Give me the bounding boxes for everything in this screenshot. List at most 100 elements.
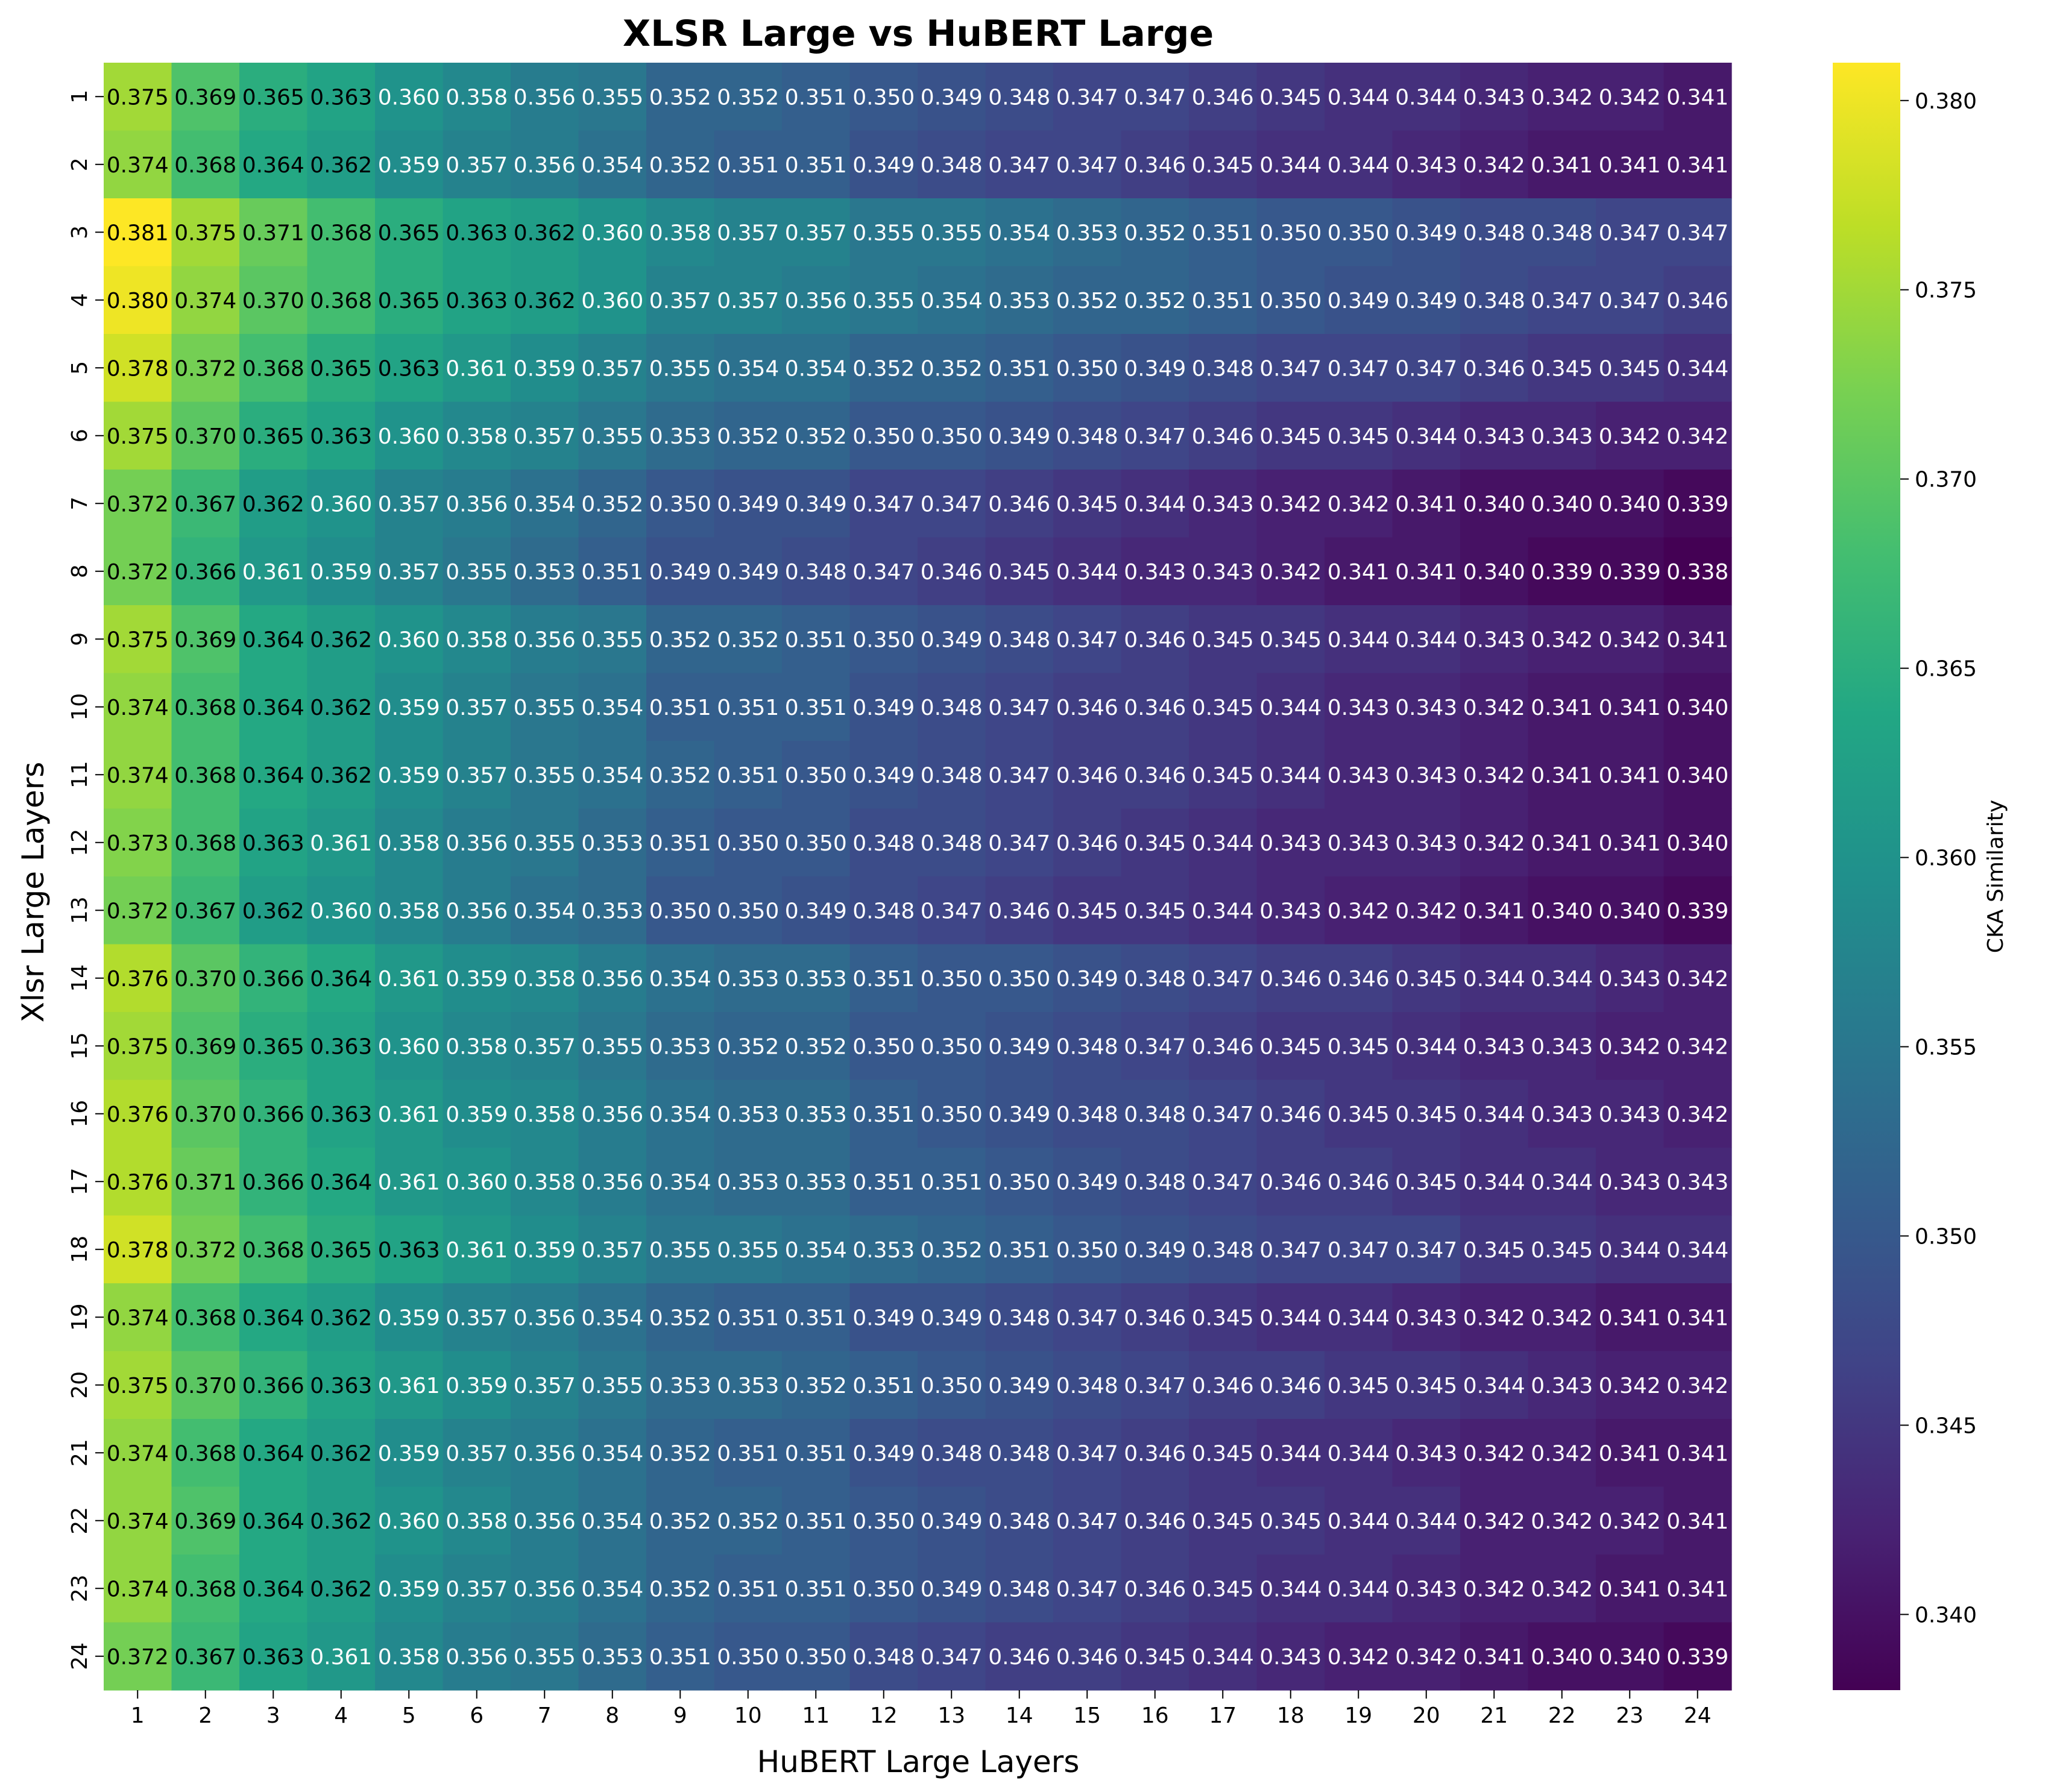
heatmap-cell-label: 0.344 [1666, 1238, 1728, 1263]
heatmap-cell [375, 1148, 444, 1216]
heatmap-cell-label: 0.376 [107, 967, 169, 992]
heatmap-cell-label: 0.353 [581, 1645, 643, 1670]
heatmap-cell [171, 1148, 240, 1216]
heatmap-cell-label: 0.352 [649, 763, 711, 788]
heatmap-cell [511, 334, 579, 403]
heatmap-cell-label: 0.344 [1259, 1577, 1322, 1602]
colorbar-tick-label: 0.350 [1915, 1225, 1977, 1250]
heatmap-cell-label: 0.351 [852, 967, 915, 992]
heatmap-cell [714, 198, 783, 267]
heatmap-cell-label: 0.350 [921, 967, 983, 992]
heatmap-cell-label: 0.353 [785, 967, 847, 992]
heatmap-cell-label: 0.358 [378, 1645, 440, 1670]
heatmap-cell [1460, 470, 1529, 538]
y-tick-label: 22 [68, 1507, 92, 1535]
heatmap-cell-label: 0.348 [785, 560, 847, 585]
heatmap-cell [985, 673, 1054, 741]
heatmap-cell [239, 334, 308, 403]
heatmap-cell [1256, 1351, 1325, 1419]
heatmap-cell-label: 0.344 [1395, 627, 1457, 652]
heatmap-cell-label: 0.351 [921, 1170, 983, 1195]
heatmap-cell [1189, 1419, 1258, 1488]
heatmap-cell-label: 0.357 [446, 763, 508, 788]
heatmap-cell-label: 0.374 [107, 1306, 169, 1330]
heatmap-cell [646, 1486, 715, 1555]
heatmap-cell-label: 0.341 [1666, 1441, 1728, 1466]
heatmap-cell-label: 0.372 [107, 492, 169, 517]
heatmap-cell [511, 470, 579, 538]
heatmap-cell-label: 0.346 [1124, 1306, 1186, 1330]
heatmap-cell [443, 1215, 511, 1284]
heatmap-cell-label: 0.350 [1259, 289, 1322, 313]
heatmap-cell-label: 0.341 [1666, 1509, 1728, 1534]
heatmap-cell [714, 1555, 783, 1623]
heatmap-cell-label: 0.370 [174, 1102, 236, 1127]
heatmap-cell [646, 130, 715, 199]
heatmap-cell [714, 130, 783, 199]
heatmap-cell [1392, 470, 1461, 538]
heatmap-cell [307, 401, 376, 470]
heatmap-cell-label: 0.345 [1531, 1238, 1593, 1263]
heatmap-cell [714, 63, 783, 131]
x-tick-label: 6 [470, 1703, 484, 1728]
heatmap-cell-label: 0.343 [1328, 696, 1390, 720]
heatmap-cell-label: 0.371 [174, 1170, 236, 1195]
heatmap-cell-label: 0.367 [174, 1645, 236, 1670]
heatmap-cell-label: 0.352 [717, 1034, 779, 1059]
heatmap-cell-label: 0.359 [514, 1238, 576, 1263]
x-tick-label: 23 [1616, 1703, 1643, 1728]
heatmap-cell [1325, 470, 1393, 538]
heatmap-cell-label: 0.347 [1056, 153, 1118, 178]
x-tick-label: 16 [1141, 1703, 1169, 1728]
heatmap-cell-label: 0.350 [1259, 221, 1322, 245]
colorbar-tick-label: 0.375 [1915, 278, 1977, 303]
x-tick-label: 19 [1344, 1703, 1372, 1728]
heatmap-cell-label: 0.358 [446, 85, 508, 110]
heatmap-cell-label: 0.340 [1599, 1645, 1661, 1670]
heatmap-cell [1256, 1555, 1325, 1623]
heatmap-cell [1392, 673, 1461, 741]
heatmap-cell-label: 0.344 [1328, 1306, 1390, 1330]
heatmap-cell-label: 0.346 [1056, 831, 1118, 856]
x-tick-label: 24 [1684, 1703, 1712, 1728]
heatmap-cell-label: 0.353 [785, 1170, 847, 1195]
heatmap-cell-label: 0.343 [1599, 1170, 1661, 1195]
heatmap-cell-label: 0.354 [581, 1306, 643, 1330]
heatmap-cell-label: 0.352 [852, 356, 915, 381]
heatmap-cell [1053, 537, 1122, 606]
heatmap-cell [1392, 334, 1461, 403]
heatmap-cell [714, 1080, 783, 1148]
heatmap-cell-label: 0.370 [174, 1374, 236, 1398]
heatmap-cell [1121, 1351, 1189, 1419]
heatmap-cell-label: 0.350 [649, 492, 711, 517]
heatmap-cell-label: 0.343 [1192, 492, 1254, 517]
heatmap-cell [1189, 63, 1258, 131]
heatmap-cell [307, 1215, 376, 1284]
heatmap-cell-label: 0.353 [717, 967, 779, 992]
heatmap-cell-label: 0.345 [1463, 1238, 1525, 1263]
heatmap-cell-label: 0.368 [174, 1441, 236, 1466]
heatmap-cell-label: 0.345 [1531, 356, 1593, 381]
heatmap-cell [1528, 334, 1596, 403]
heatmap-cell-label: 0.340 [1666, 763, 1728, 788]
heatmap-cell-label: 0.341 [1599, 1577, 1661, 1602]
heatmap-cell-label: 0.348 [988, 1306, 1050, 1330]
heatmap-cell-label: 0.361 [378, 967, 440, 992]
heatmap-cell [849, 944, 918, 1013]
heatmap-cell-label: 0.352 [785, 424, 847, 449]
heatmap-cell [646, 876, 715, 945]
heatmap-cell [1121, 1283, 1189, 1352]
heatmap-cell-label: 0.351 [717, 696, 779, 720]
heatmap-cell-label: 0.343 [1395, 831, 1457, 856]
heatmap-cell-label: 0.341 [1599, 763, 1661, 788]
heatmap-cell [239, 1148, 308, 1216]
heatmap-cell-label: 0.368 [174, 763, 236, 788]
heatmap-cell [578, 808, 647, 877]
heatmap-cell-label: 0.352 [1056, 289, 1118, 313]
heatmap-cell-label: 0.349 [1124, 1238, 1186, 1263]
y-tick-label: 10 [68, 693, 92, 721]
heatmap-cell-label: 0.378 [107, 356, 169, 381]
heatmap-cell-label: 0.346 [1124, 153, 1186, 178]
heatmap-cell [918, 1283, 986, 1352]
heatmap-cell [714, 266, 783, 335]
